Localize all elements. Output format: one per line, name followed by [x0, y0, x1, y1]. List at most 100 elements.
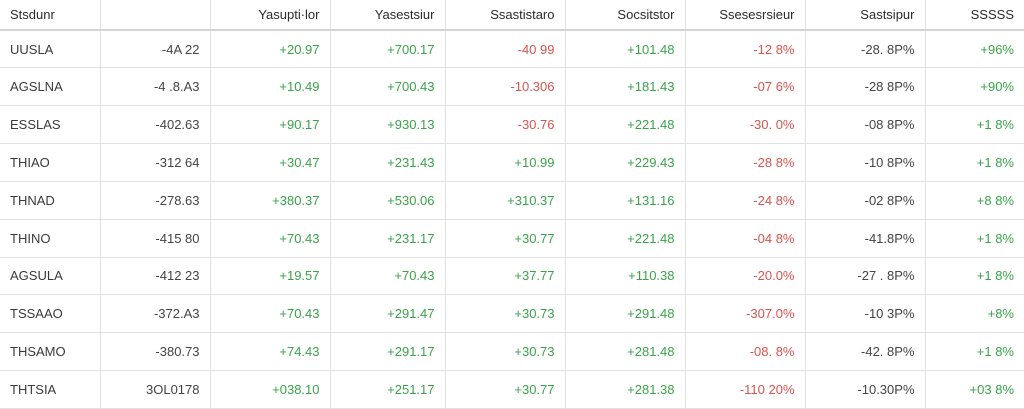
- value-cell: +1 8%: [925, 257, 1024, 296]
- value-cell: +038.10: [210, 370, 331, 409]
- value-cell: +30.77: [445, 219, 566, 258]
- value-cell: +70.43: [210, 219, 331, 258]
- value-cell: +37.77: [445, 257, 566, 296]
- value-cell: -04 8%: [685, 219, 806, 258]
- column-header[interactable]: Yasestsiur: [330, 0, 446, 31]
- value-cell: -4A 22: [100, 30, 211, 69]
- column-header[interactable]: Ssastistaro: [445, 0, 566, 31]
- column-header[interactable]: SSSSS: [925, 0, 1024, 31]
- value-cell: +96%: [925, 30, 1024, 69]
- table-row[interactable]: THNAD -278.63 +380.37 +530.06 +310.37 +131.16…: [0, 181, 1024, 220]
- value-cell: +110.38: [565, 257, 686, 296]
- value-cell: -30. 0%: [685, 105, 806, 145]
- value-cell: +251.17: [330, 370, 446, 409]
- value-cell: -40 99: [445, 30, 566, 69]
- value-cell: +310.37: [445, 181, 566, 220]
- table-row[interactable]: THIAO -312 64 +30.47 +231.43 +10.99 +229.43 -2…: [0, 143, 1024, 182]
- value-cell: +231.17: [330, 219, 446, 258]
- symbol-cell: THSAMO: [0, 332, 101, 372]
- value-cell: +221.48: [565, 219, 686, 258]
- value-cell: -402.63: [100, 105, 211, 145]
- value-cell: -27 . 8P%: [805, 257, 926, 296]
- value-cell: -10 3P%: [805, 294, 926, 334]
- value-cell: -20.0%: [685, 257, 806, 296]
- column-header[interactable]: Socsitstor: [565, 0, 686, 31]
- column-header[interactable]: Sastsipur: [805, 0, 926, 31]
- value-cell: -415 80: [100, 219, 211, 258]
- value-cell: +1 8%: [925, 219, 1024, 258]
- value-cell: -380.73: [100, 332, 211, 372]
- value-cell: -412 23: [100, 257, 211, 296]
- value-cell: +291.47: [330, 294, 446, 334]
- table-row[interactable]: THTSIA 3OL0178 +038.10 +251.17 +30.77 +281.38…: [0, 370, 1024, 409]
- symbol-cell: ESSLAS: [0, 105, 101, 145]
- value-cell: -10.306: [445, 67, 566, 107]
- value-cell: +30.47: [210, 143, 331, 182]
- value-cell: -10 8P%: [805, 143, 926, 182]
- table-row[interactable]: THSAMO -380.73 +74.43 +291.17 +30.73 +281.48-…: [0, 332, 1024, 372]
- value-cell: -12 8%: [685, 30, 806, 69]
- value-cell: -312 64: [100, 143, 211, 182]
- value-cell: -07 6%: [685, 67, 806, 107]
- value-cell: +90%: [925, 67, 1024, 107]
- value-cell: -4 .8.A3: [100, 67, 211, 107]
- table-row[interactable]: THINO -415 80 +70.43 +231.17 +30.77 +221.48 -0…: [0, 219, 1024, 258]
- column-header[interactable]: Stsdunr: [0, 0, 101, 31]
- value-cell: -30.76: [445, 105, 566, 145]
- value-cell: +181.43: [565, 67, 686, 107]
- table-row[interactable]: AGSLNA -4 .8.A3 +10.49 +700.43 -10.306 +181.4…: [0, 67, 1024, 107]
- value-cell: +231.43: [330, 143, 446, 182]
- symbol-cell: THNAD: [0, 181, 101, 220]
- value-cell: +70.43: [210, 294, 331, 334]
- value-cell: -307.0%: [685, 294, 806, 334]
- column-header[interactable]: Yasupti·lor: [210, 0, 331, 31]
- symbol-cell: AGSULA: [0, 257, 101, 296]
- value-cell: +221.48: [565, 105, 686, 145]
- value-cell: +8%: [925, 294, 1024, 334]
- value-cell: -08. 8%: [685, 332, 806, 372]
- symbol-cell: TSSAAO: [0, 294, 101, 334]
- value-cell: +1 8%: [925, 105, 1024, 145]
- header-row: Stsdunr Yasupti·lor Yasestsiur Ssastista…: [0, 0, 1024, 31]
- value-cell: +1 8%: [925, 143, 1024, 182]
- value-cell: -278.63: [100, 181, 211, 220]
- column-header[interactable]: Ssesesrsieur: [685, 0, 806, 31]
- value-cell: +930.13: [330, 105, 446, 145]
- value-cell: -28 8%: [685, 143, 806, 182]
- value-cell: +30.77: [445, 370, 566, 409]
- symbol-cell: UUSLA: [0, 30, 101, 69]
- value-cell: -28. 8P%: [805, 30, 926, 69]
- table-row[interactable]: ESSLAS -402.63 +90.17 +930.13 -30.76 +221.48-…: [0, 105, 1024, 145]
- value-cell: +90.17: [210, 105, 331, 145]
- symbol-cell: AGSLNA: [0, 67, 101, 107]
- table-row[interactable]: UUSLA -4A 22 +20.97 +700.17 -40 99 +101.48 -12…: [0, 30, 1024, 69]
- value-cell: +229.43: [565, 143, 686, 182]
- symbol-cell: THTSIA: [0, 370, 101, 409]
- symbol-cell: THIAO: [0, 143, 101, 182]
- table-body: UUSLA -4A 22 +20.97 +700.17 -40 99 +101.48 -12…: [0, 30, 1024, 409]
- value-cell: +30.73: [445, 332, 566, 372]
- value-cell: -28 8P%: [805, 67, 926, 107]
- value-cell: +530.06: [330, 181, 446, 220]
- value-cell: +281.48: [565, 332, 686, 372]
- symbol-cell: THINO: [0, 219, 101, 258]
- value-cell: +19.57: [210, 257, 331, 296]
- value-cell: -02 8P%: [805, 181, 926, 220]
- value-cell: -110 20%: [685, 370, 806, 409]
- value-cell: +10.99: [445, 143, 566, 182]
- value-cell: +8 8%: [925, 181, 1024, 220]
- value-cell: +74.43: [210, 332, 331, 372]
- value-cell: +30.73: [445, 294, 566, 334]
- value-cell: +70.43: [330, 257, 446, 296]
- value-cell: -24 8%: [685, 181, 806, 220]
- table-row[interactable]: AGSULA -412 23 +19.57 +70.43 +37.77 +110.38 -2…: [0, 257, 1024, 296]
- value-cell: -372.A3: [100, 294, 211, 334]
- table-row[interactable]: TSSAAO -372.A3 +70.43 +291.47 +30.73 +291.48-…: [0, 294, 1024, 334]
- value-cell: -41.8P%: [805, 219, 926, 258]
- value-cell: +700.17: [330, 30, 446, 69]
- value-cell: +20.97: [210, 30, 331, 69]
- value-cell: +101.48: [565, 30, 686, 69]
- value-cell: +291.48: [565, 294, 686, 334]
- value-cell: +380.37: [210, 181, 331, 220]
